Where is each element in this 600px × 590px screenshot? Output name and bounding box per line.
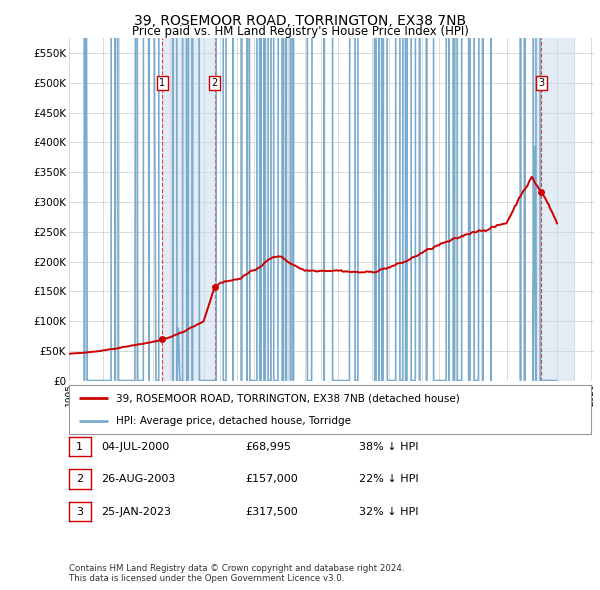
- Text: 39, ROSEMOOR ROAD, TORRINGTON, EX38 7NB: 39, ROSEMOOR ROAD, TORRINGTON, EX38 7NB: [134, 14, 466, 28]
- Text: Price paid vs. HM Land Registry's House Price Index (HPI): Price paid vs. HM Land Registry's House …: [131, 25, 469, 38]
- Text: 2: 2: [76, 474, 83, 484]
- Text: 26-AUG-2003: 26-AUG-2003: [101, 474, 176, 484]
- Text: 39, ROSEMOOR ROAD, TORRINGTON, EX38 7NB (detached house): 39, ROSEMOOR ROAD, TORRINGTON, EX38 7NB …: [116, 394, 460, 404]
- Bar: [533, 38, 574, 381]
- Text: 1: 1: [159, 78, 165, 88]
- Text: 3: 3: [76, 507, 83, 516]
- Text: 04-JUL-2000: 04-JUL-2000: [101, 442, 170, 451]
- Text: 1: 1: [76, 442, 83, 451]
- Bar: [162, 38, 215, 381]
- Text: 32% ↓ HPI: 32% ↓ HPI: [359, 507, 419, 516]
- Text: 22% ↓ HPI: 22% ↓ HPI: [359, 474, 419, 484]
- Text: 2: 2: [211, 78, 218, 88]
- Text: 25-JAN-2023: 25-JAN-2023: [101, 507, 172, 516]
- Text: 3: 3: [538, 78, 544, 88]
- Text: £157,000: £157,000: [245, 474, 298, 484]
- Text: 38% ↓ HPI: 38% ↓ HPI: [359, 442, 419, 451]
- Text: £317,500: £317,500: [245, 507, 298, 516]
- Text: £68,995: £68,995: [245, 442, 292, 451]
- Text: HPI: Average price, detached house, Torridge: HPI: Average price, detached house, Torr…: [116, 415, 351, 425]
- Text: Contains HM Land Registry data © Crown copyright and database right 2024.
This d: Contains HM Land Registry data © Crown c…: [69, 563, 404, 583]
